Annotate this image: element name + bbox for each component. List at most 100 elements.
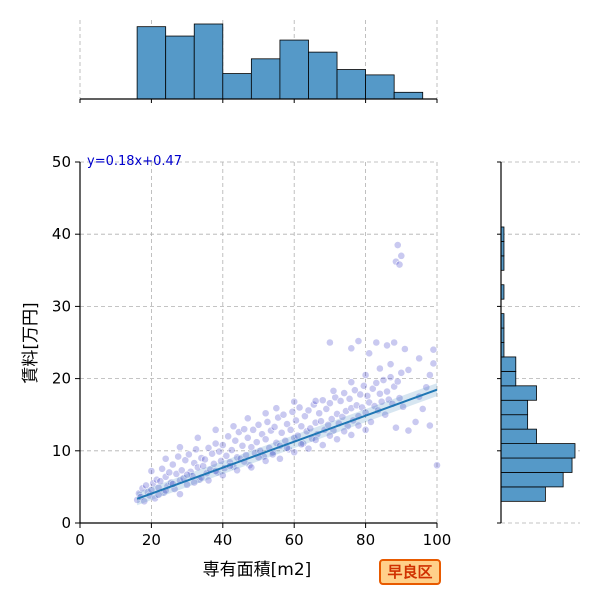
regression-line xyxy=(136,383,438,506)
right-hist-bar xyxy=(500,457,573,473)
scatter-point xyxy=(429,359,438,368)
right-hist-bar xyxy=(500,370,517,387)
scatter-point xyxy=(350,386,359,395)
scatter-points xyxy=(133,241,441,506)
x-tick-label: 60 xyxy=(285,531,304,549)
district-badge: 早良区 xyxy=(379,559,441,585)
top-hist-bar xyxy=(222,73,252,100)
scatter-point xyxy=(286,425,295,434)
scatter-point xyxy=(347,431,356,439)
top-hist-bar xyxy=(193,23,224,100)
scatter-point xyxy=(336,397,345,405)
scatter-point xyxy=(176,490,184,499)
scatter-point xyxy=(338,412,347,421)
top-hist-bar xyxy=(336,69,367,100)
scatter-point xyxy=(176,443,184,452)
scatter-point xyxy=(386,373,395,382)
y-tick-label: 30 xyxy=(52,297,71,315)
scatter-point xyxy=(363,392,372,400)
scatter-point xyxy=(386,360,395,369)
scatter-point xyxy=(317,417,325,426)
scatter-point xyxy=(201,455,209,464)
scatter-point xyxy=(372,338,381,347)
scatter-point xyxy=(224,432,233,441)
scatter-point xyxy=(340,427,349,436)
y-tick-label: 10 xyxy=(52,442,71,460)
scatter-point xyxy=(209,459,218,468)
top-hist-bar xyxy=(308,51,338,100)
scatter-point xyxy=(347,378,356,387)
scatter-point xyxy=(347,344,356,353)
scatter-point xyxy=(247,463,256,472)
scatter-point xyxy=(147,467,156,475)
scatter-point xyxy=(333,435,341,444)
regression-line-path xyxy=(136,388,438,500)
scatter-point xyxy=(422,383,431,392)
scatter-point xyxy=(222,451,231,460)
x-axis-label: 専有面積[m2] xyxy=(203,560,312,580)
scatter-point xyxy=(290,397,299,406)
scatter-point xyxy=(365,349,374,358)
scatter-point xyxy=(356,390,365,399)
scatter-point xyxy=(400,345,409,353)
scatter-point xyxy=(359,381,368,390)
scatter-point xyxy=(377,397,386,406)
scatter-point xyxy=(315,409,324,418)
y-tick-label: 0 xyxy=(61,514,71,532)
right-histogram xyxy=(497,161,580,524)
x-tick-label: 0 xyxy=(75,531,85,549)
scatter-point xyxy=(268,450,277,459)
scatter-point xyxy=(276,454,284,463)
scatter-point xyxy=(325,338,334,347)
scatter-point xyxy=(383,341,391,350)
scatter-point xyxy=(247,443,256,452)
scatter-point xyxy=(292,416,300,425)
right-hist-bar xyxy=(500,399,529,416)
top-hist-bar xyxy=(136,26,167,100)
scatter-point xyxy=(211,425,220,434)
scatter-point xyxy=(306,424,315,433)
scatter-point xyxy=(211,439,220,448)
right-hist-bar xyxy=(500,385,537,401)
right-hist-bar xyxy=(500,428,537,444)
scatter-point xyxy=(397,251,406,260)
right-hist-bar xyxy=(500,414,529,430)
scatter-point xyxy=(227,446,236,454)
scatter-point xyxy=(368,384,377,393)
scatter-point xyxy=(272,404,281,413)
scatter-point xyxy=(261,435,270,444)
scatter-point xyxy=(375,389,384,398)
scatter-point xyxy=(379,376,388,384)
scatter-point xyxy=(311,436,320,444)
scatter-point xyxy=(309,400,318,409)
y-axis-label: 賃料[万円] xyxy=(21,302,41,383)
scatter-point xyxy=(233,466,241,475)
scatter-point xyxy=(331,393,340,402)
scatter-point xyxy=(218,441,227,449)
top-hist-bar xyxy=(365,74,395,100)
right-hist-bar xyxy=(500,356,517,372)
scatter-point xyxy=(252,438,261,447)
scatter-point xyxy=(297,422,306,431)
scatter-point xyxy=(425,421,434,430)
scatter-point xyxy=(383,387,391,396)
scatter-point xyxy=(261,457,270,465)
scatter-point xyxy=(418,405,427,413)
scatter-point xyxy=(381,410,390,419)
scatter-point xyxy=(415,354,424,363)
scatter-point xyxy=(243,414,252,423)
scatter-point xyxy=(354,337,363,345)
scatter-point xyxy=(345,394,354,403)
right-hist-bar xyxy=(500,486,546,502)
scatter-point xyxy=(140,497,149,506)
scatter-point xyxy=(354,421,363,430)
scatter-point xyxy=(283,420,291,428)
scatter-point xyxy=(404,426,413,435)
scatter-point xyxy=(395,394,404,402)
scatter-point xyxy=(193,433,202,442)
scatter-point xyxy=(372,379,381,387)
x-tick-label: 40 xyxy=(213,531,232,549)
scatter-point xyxy=(293,431,302,440)
scatter-point xyxy=(161,454,170,463)
